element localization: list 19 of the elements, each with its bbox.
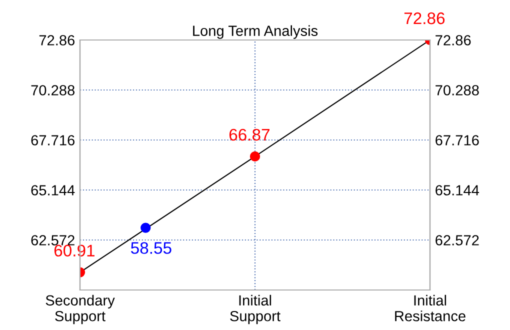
y2-tick-label: 72.86 [436, 35, 471, 46]
data-label: 66.87 [229, 128, 270, 141]
data-label: 60.91 [54, 244, 94, 257]
x-tick-label: Secondary Support [46, 294, 115, 324]
y2-tick-label: 65.144 [436, 185, 480, 196]
chart-title: Long Term Analysis [193, 25, 318, 39]
y-tick-label: 65.144 [31, 185, 75, 196]
y-tick-label: 72.86 [39, 35, 74, 46]
y-tick-label: 62.572 [31, 235, 74, 246]
x-tick-label: Initial Resistance [395, 294, 466, 322]
y2-tick-label: 70.288 [436, 85, 479, 96]
point [140, 222, 151, 233]
y2-tick-label: 62.572 [436, 235, 479, 246]
y-tick-label: 70.288 [31, 85, 75, 96]
x-tick-label: Initial Support [230, 294, 280, 324]
y2-tick-label: 67.716 [436, 135, 479, 146]
y-tick-label: 67.716 [31, 135, 74, 146]
annotation: 58.55 [130, 242, 172, 254]
data-label: 72.86 [404, 12, 445, 24]
